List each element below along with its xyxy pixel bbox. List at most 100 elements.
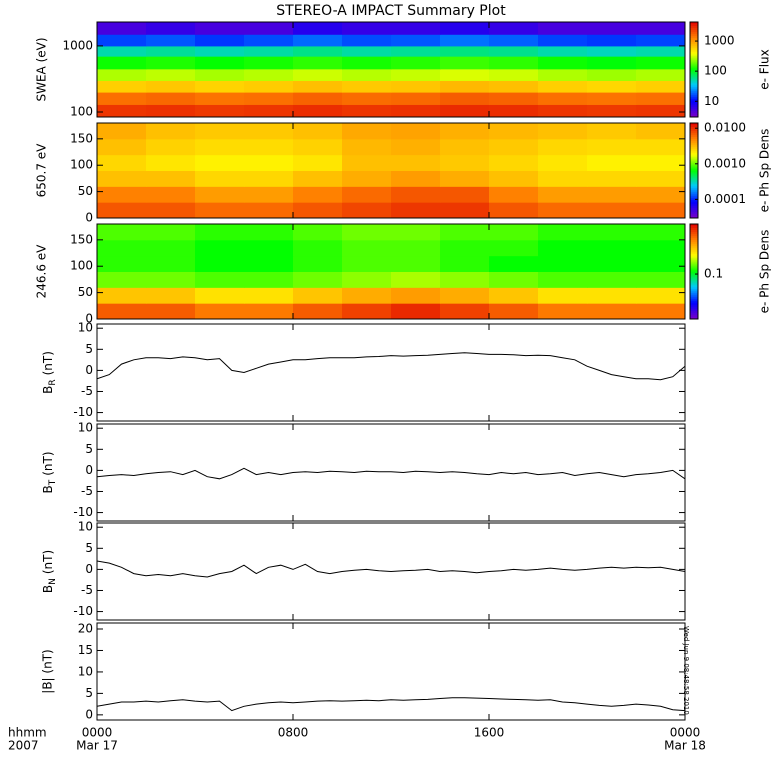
heatmap-cell bbox=[489, 22, 539, 35]
y-tick-label: 20 bbox=[78, 622, 93, 636]
heatmap-cell bbox=[489, 303, 539, 319]
heatmap-cell bbox=[391, 139, 441, 155]
heatmap-cell bbox=[97, 139, 147, 155]
heatmap-cell bbox=[342, 186, 392, 202]
heatmap-cell bbox=[293, 92, 343, 105]
heatmap-cell bbox=[195, 104, 245, 117]
heatmap-cell bbox=[146, 272, 196, 288]
heatmap-cell bbox=[97, 46, 147, 57]
panel bbox=[97, 22, 686, 118]
heatmap-cell bbox=[538, 46, 588, 57]
heatmap-cell bbox=[293, 240, 343, 256]
heatmap-cell bbox=[146, 123, 196, 139]
heatmap-cell bbox=[440, 256, 490, 272]
heatmap-cell bbox=[293, 171, 343, 187]
heatmap-cell bbox=[636, 22, 686, 35]
x-axis-label: hhmm bbox=[8, 726, 47, 740]
heatmap-cell bbox=[146, 256, 196, 272]
heatmap-cell bbox=[342, 272, 392, 288]
heatmap-cell bbox=[342, 104, 392, 117]
heatmap-cell bbox=[195, 240, 245, 256]
heatmap-cell bbox=[587, 272, 637, 288]
panel bbox=[97, 224, 686, 320]
colorbar-tick-label: 0.0100 bbox=[704, 121, 746, 135]
heatmap-cell bbox=[97, 224, 147, 240]
heatmap-cell bbox=[293, 22, 343, 35]
heatmap-cell bbox=[440, 92, 490, 105]
heatmap-cell bbox=[244, 287, 294, 303]
colorbar-tick-label: 0.0001 bbox=[704, 192, 746, 206]
y-tick-label: 100 bbox=[70, 104, 93, 118]
heatmap-cell bbox=[440, 22, 490, 35]
heatmap-cell bbox=[146, 22, 196, 35]
heatmap-cell bbox=[489, 46, 539, 57]
heatmap-cell bbox=[293, 256, 343, 272]
heatmap-cell bbox=[391, 34, 441, 46]
heatmap-cell bbox=[244, 80, 294, 92]
colorbar-tick-label: 1000 bbox=[704, 34, 735, 48]
heatmap-cell bbox=[97, 69, 147, 81]
heatmap-cell bbox=[244, 202, 294, 218]
plot-title: STEREO-A IMPACT Summary Plot bbox=[276, 3, 506, 19]
heatmap-cell bbox=[342, 256, 392, 272]
heatmap-cell bbox=[440, 272, 490, 288]
y-tick-label: -10 bbox=[73, 604, 93, 618]
heatmap-cell bbox=[538, 123, 588, 139]
heatmap-cell bbox=[636, 186, 686, 202]
heatmap-cell bbox=[636, 34, 686, 46]
heatmap-cell bbox=[587, 303, 637, 319]
y-tick-label: 15 bbox=[78, 643, 93, 657]
heatmap-cell bbox=[440, 303, 490, 319]
heatmap-cell bbox=[587, 56, 637, 69]
heatmap-cell bbox=[342, 171, 392, 187]
x-tick-label: 0000 bbox=[670, 726, 701, 740]
heatmap-cell bbox=[342, 80, 392, 92]
heatmap-cell bbox=[489, 240, 539, 256]
heatmap-cell bbox=[489, 256, 539, 272]
heatmap-cell bbox=[587, 123, 637, 139]
heatmap-cell bbox=[195, 69, 245, 81]
heatmap-cell bbox=[538, 202, 588, 218]
heatmap-cell bbox=[587, 34, 637, 46]
heatmap-cell bbox=[97, 34, 147, 46]
heatmap-cell bbox=[538, 240, 588, 256]
x-date-label: Mar 18 bbox=[664, 739, 706, 753]
heatmap-cell bbox=[538, 139, 588, 155]
heatmap-cell bbox=[636, 104, 686, 117]
heatmap-cell bbox=[195, 171, 245, 187]
heatmap-cell bbox=[440, 46, 490, 57]
heatmap-cell bbox=[440, 69, 490, 81]
heatmap-cell bbox=[489, 155, 539, 171]
y-axis-label-main: B bbox=[41, 485, 55, 493]
heatmap-cell bbox=[293, 123, 343, 139]
heatmap-cell bbox=[391, 186, 441, 202]
heatmap-cell bbox=[293, 34, 343, 46]
y-tick-label: 0 bbox=[85, 363, 93, 377]
heatmap-cell bbox=[146, 287, 196, 303]
y-tick-label: 150 bbox=[70, 131, 93, 145]
heatmap-cell bbox=[587, 240, 637, 256]
heatmap-cell bbox=[587, 46, 637, 57]
y-tick-label: 50 bbox=[78, 184, 93, 198]
y-tick-label: 10 bbox=[78, 520, 93, 534]
heatmap-cell bbox=[195, 202, 245, 218]
heatmap-cell bbox=[440, 123, 490, 139]
heatmap-cell bbox=[146, 34, 196, 46]
y-axis-label-sub: R bbox=[48, 379, 58, 385]
y-axis-label-sub: N bbox=[48, 578, 58, 585]
y-axis-label: 246.6 eV bbox=[35, 244, 49, 299]
heatmap-cell bbox=[97, 92, 147, 105]
heatmap-cell bbox=[293, 186, 343, 202]
colorbar-tick-label: 10 bbox=[704, 94, 719, 108]
heatmap-cell bbox=[195, 272, 245, 288]
y-tick-label: 10 bbox=[78, 664, 93, 678]
heatmap-cell bbox=[391, 224, 441, 240]
x-tick-label: 0000 bbox=[82, 726, 113, 740]
y-tick-label: 0 bbox=[85, 707, 93, 721]
heatmap-cell bbox=[146, 56, 196, 69]
heatmap-cell bbox=[244, 171, 294, 187]
heatmap-cell bbox=[342, 224, 392, 240]
heatmap-cell bbox=[391, 287, 441, 303]
y-tick-label: 100 bbox=[70, 259, 93, 273]
y-axis-label-unit: (nT) bbox=[41, 550, 55, 574]
